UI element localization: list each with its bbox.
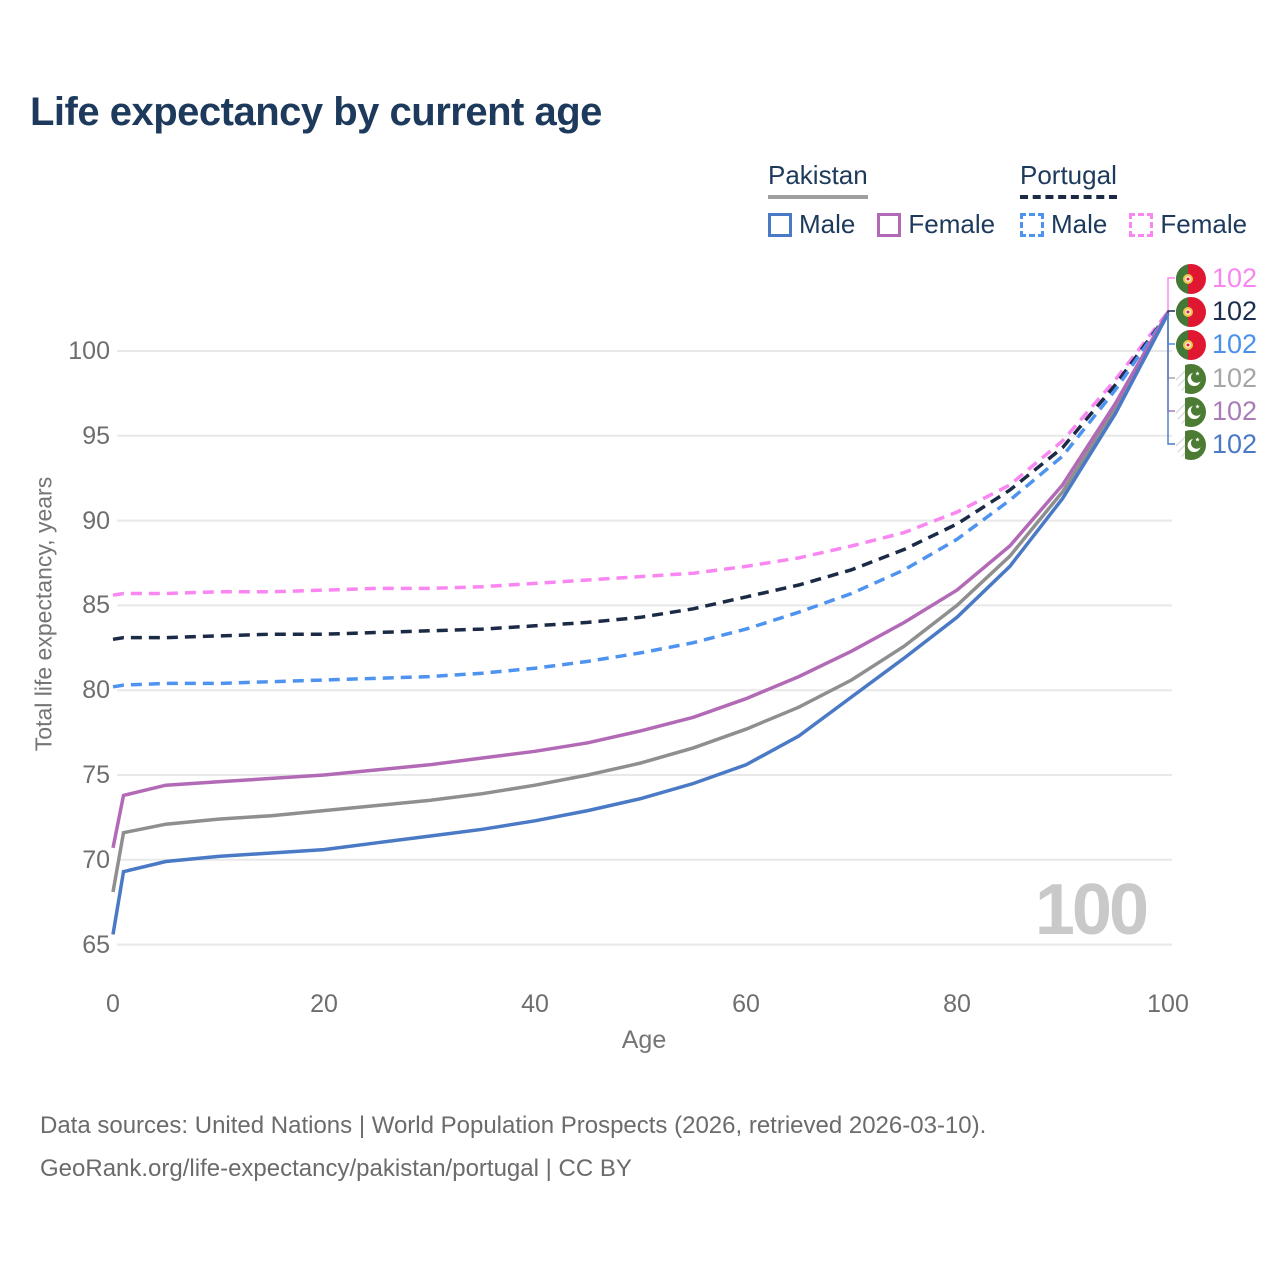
portugal-flag-icon	[1176, 297, 1206, 327]
legend-label-portugal-male[interactable]: Male	[1051, 209, 1108, 239]
portugal-flag-icon	[1176, 330, 1206, 360]
end-label-portugal-female: 102	[1176, 262, 1257, 295]
x-tick-label: 60	[732, 990, 760, 1018]
y-tick-label: 95	[82, 421, 110, 450]
x-tick-label: 80	[943, 990, 971, 1018]
leader-line	[1167, 313, 1175, 345]
y-tick-label: 75	[82, 761, 110, 789]
y-tick-label: 80	[82, 676, 110, 705]
leader-line	[1167, 313, 1175, 412]
leader-line	[1167, 277, 1175, 313]
pakistan-flag-icon	[1176, 397, 1206, 427]
y-tick-label: 90	[82, 506, 110, 535]
legend-label-pakistan-female[interactable]: Female	[908, 209, 996, 239]
x-tick-label: 0	[106, 990, 120, 1018]
footer: Data sources: United Nations | World Pop…	[40, 1104, 986, 1190]
legend-swatch-pakistan-female[interactable]	[877, 212, 902, 237]
pakistan-flag-icon	[1176, 430, 1206, 460]
chart-title: Life expectancy by current age	[30, 90, 602, 134]
end-label-value: 102	[1212, 363, 1258, 393]
legend-swatch-pakistan-male[interactable]	[768, 212, 792, 237]
x-tick-label: 20	[310, 990, 338, 1018]
legend-swatch-portugal-female[interactable]	[1129, 212, 1154, 237]
series-line-portugal_both[interactable]	[112, 312, 1170, 642]
footer-attribution: GeoRank.org/life-expectancy/pakistan/por…	[40, 1155, 632, 1182]
leader-line	[1167, 313, 1175, 445]
series-line-portugal_male[interactable]	[112, 312, 1170, 689]
leader-line	[1167, 310, 1175, 313]
end-label-portugal-male: 102	[1176, 328, 1257, 361]
y-tick-label: 100	[68, 337, 110, 365]
y-tick-label: 85	[82, 591, 110, 620]
end-label-pakistan-female: 102	[1176, 395, 1257, 428]
x-tick-label: 100	[1147, 990, 1189, 1018]
y-tick-label: 70	[82, 845, 110, 874]
legend-country-portugal[interactable]: Portugal	[1020, 160, 1117, 199]
end-label-pakistan-male: 102	[1176, 428, 1257, 461]
portugal-flag-icon	[1176, 264, 1206, 294]
y-tick-label: 65	[82, 930, 110, 959]
legend-swatch-portugal-male[interactable]	[1020, 212, 1044, 237]
end-label-value: 102	[1212, 263, 1258, 293]
series-line-pakistan_female[interactable]	[111, 311, 1170, 849]
legend-group-portugal: Portugal Male Female	[1020, 160, 1247, 240]
x-axis-title: Age	[621, 1026, 667, 1054]
end-label-value: 102	[1212, 329, 1258, 359]
age-watermark: 100	[1034, 870, 1149, 950]
end-label-value: 102	[1212, 429, 1258, 459]
leader-line	[1167, 313, 1175, 379]
legend-label-pakistan-male[interactable]: Male	[799, 209, 856, 239]
legend-label-portugal-female[interactable]: Female	[1160, 209, 1248, 239]
series-line-portugal_female[interactable]	[112, 310, 1170, 597]
series-line-pakistan_male[interactable]	[111, 312, 1170, 935]
footer-data-sources: Data sources: United Nations | World Pop…	[40, 1112, 987, 1139]
end-label-portugal-both: 102	[1176, 295, 1257, 328]
series-line-pakistan_both[interactable]	[111, 312, 1170, 893]
legend-country-pakistan[interactable]: Pakistan	[768, 160, 868, 199]
end-label-value: 102	[1212, 396, 1258, 426]
end-label-pakistan-both: 102	[1176, 362, 1257, 395]
pakistan-flag-icon	[1176, 364, 1206, 394]
x-tick-label: 40	[521, 990, 549, 1018]
legend-group-pakistan: Pakistan Male Female	[768, 160, 995, 240]
end-label-value: 102	[1212, 296, 1258, 326]
